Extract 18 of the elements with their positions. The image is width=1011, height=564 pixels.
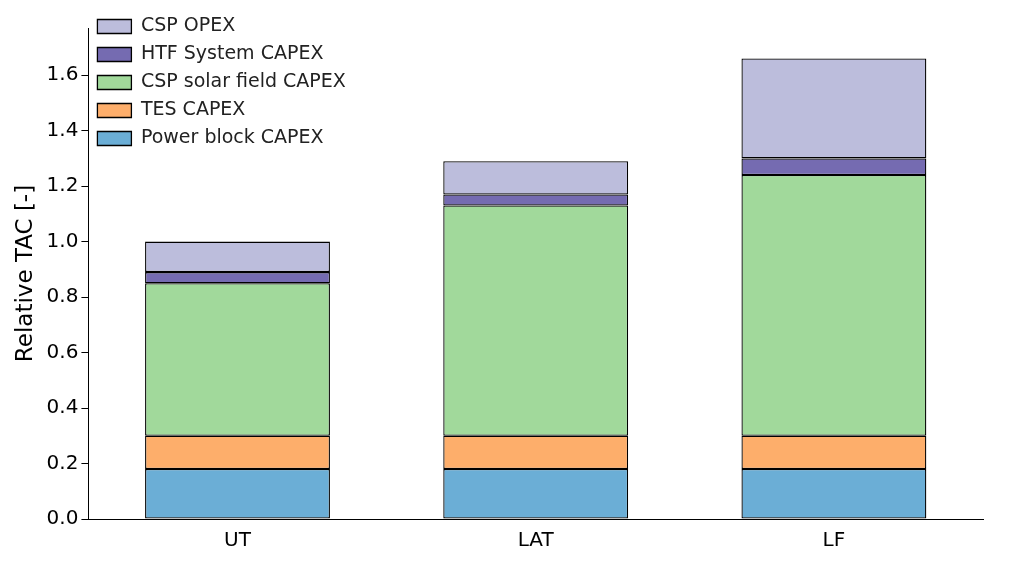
- x-tick-label: LAT: [517, 527, 555, 552]
- y-tick-label: 0.8: [46, 283, 79, 308]
- legend-label: Power block CAPEX: [140, 125, 324, 148]
- x-tick-label: UT: [224, 527, 252, 552]
- y-tick-label: 0.0: [46, 505, 79, 530]
- y-axis-title: Relative TAC [-]: [10, 184, 37, 363]
- y-tick-label: 1.0: [46, 227, 79, 252]
- y-tick-label: 0.6: [46, 338, 79, 363]
- legend-label: CSP OPEX: [140, 13, 236, 36]
- legend-label: CSP solar field CAPEX: [140, 69, 346, 92]
- y-tick-label: 1.2: [46, 172, 79, 197]
- y-tick-label: 0.4: [46, 394, 79, 419]
- y-tick-label: 0.2: [46, 449, 79, 474]
- y-tick-label: 1.4: [46, 116, 79, 141]
- legend-label: TES CAPEX: [139, 97, 246, 120]
- y-tick-label: 1.6: [46, 61, 79, 86]
- legend-label: HTF System CAPEX: [140, 41, 324, 64]
- x-tick-label: LF: [822, 527, 846, 552]
